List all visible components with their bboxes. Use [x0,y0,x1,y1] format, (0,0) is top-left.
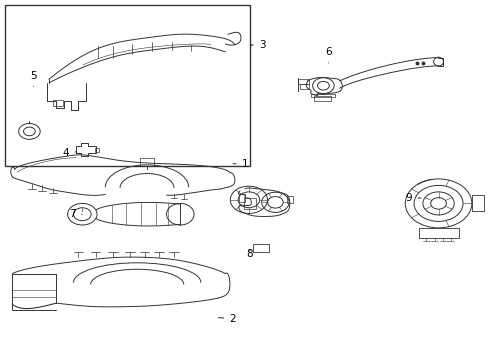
Text: 1: 1 [233,159,248,169]
Text: 2: 2 [219,314,236,324]
Text: 7: 7 [69,209,82,219]
Bar [140,158,154,166]
Bar [300,84,309,89]
Bar [287,196,293,203]
Bar [314,96,331,101]
Text: 5: 5 [30,71,37,86]
Bar [95,148,99,152]
Bar [311,94,335,97]
Bar [298,79,309,84]
Bar [253,244,269,252]
Text: 8: 8 [246,249,253,259]
Bar [419,228,459,238]
Bar [53,100,63,106]
Text: 9: 9 [406,193,421,203]
Bar [472,195,484,211]
Bar [244,198,256,209]
Text: 3: 3 [250,40,266,50]
Text: 4: 4 [63,148,76,158]
Text: 6: 6 [325,47,332,63]
Bar [5,5,250,166]
Bar [239,194,245,202]
